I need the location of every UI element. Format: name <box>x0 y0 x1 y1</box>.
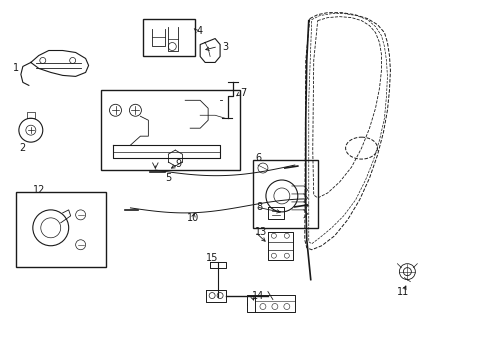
Text: 12: 12 <box>33 185 45 195</box>
Text: 9: 9 <box>175 159 181 169</box>
Text: 1: 1 <box>13 63 19 73</box>
Text: 6: 6 <box>255 153 261 163</box>
Text: 3: 3 <box>222 41 228 51</box>
Text: 8: 8 <box>256 202 262 212</box>
Text: 7: 7 <box>240 88 246 98</box>
Text: 11: 11 <box>397 287 410 297</box>
Text: 2: 2 <box>20 143 26 153</box>
Text: 13: 13 <box>255 227 267 237</box>
Text: 5: 5 <box>165 173 172 183</box>
Text: 15: 15 <box>206 253 219 263</box>
Text: 10: 10 <box>187 213 199 223</box>
Text: 4: 4 <box>196 26 202 36</box>
Text: 14: 14 <box>252 291 264 301</box>
